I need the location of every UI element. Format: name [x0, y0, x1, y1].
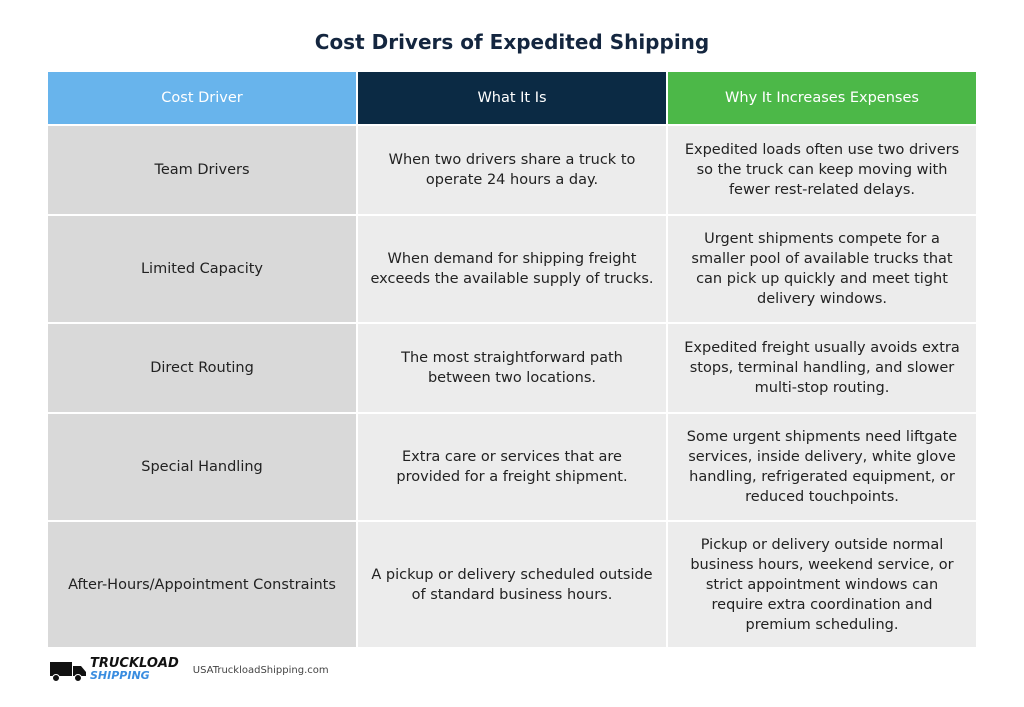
table: Cost Driver What It Is Why It Increases Ex…	[48, 72, 976, 647]
column-header: Cost Driver	[48, 72, 356, 124]
table-cell: Some urgent shipments need liftgate serv…	[668, 414, 976, 520]
logo-text: SHIPPING	[90, 669, 150, 682]
table-cell: Urgent shipments compete for a smaller p…	[668, 216, 976, 322]
column-header: Why It Increases Expenses	[668, 72, 976, 124]
table-cell: The most straightforward path between tw…	[358, 324, 666, 412]
table-cell: When demand for shipping freight exceeds…	[358, 216, 666, 322]
table-cell: Pickup or delivery outside normal busine…	[668, 522, 976, 647]
table-cell: Team Drivers	[48, 126, 356, 214]
table-cell: Limited Capacity	[48, 216, 356, 322]
table-cell: Expedited freight usually avoids extra s…	[668, 324, 976, 412]
table-cell: After-Hours/Appointment Constraints	[48, 522, 356, 647]
table-cell: A pickup or delivery scheduled outside o…	[358, 522, 666, 647]
table-cell: Expedited loads often use two drivers so…	[668, 126, 976, 214]
table-cell: Direct Routing	[48, 324, 356, 412]
footer: TRUCKLOAD SHIPPING USATruckloadShipping.…	[48, 654, 329, 686]
truck-icon	[50, 662, 86, 682]
title: Cost Drivers of Expedited Shipping	[314, 30, 710, 54]
table-cell: When two drivers share a truck to operat…	[358, 126, 666, 214]
logo: TRUCKLOAD SHIPPING	[90, 656, 179, 682]
column-header: What It Is	[358, 72, 666, 124]
table-cell: Special Handling	[48, 414, 356, 520]
url: USATruckloadShipping.com	[192, 664, 329, 676]
logo-text: TRUCKLOAD	[90, 656, 179, 671]
table-cell: Extra care or services that are provided…	[358, 414, 666, 520]
